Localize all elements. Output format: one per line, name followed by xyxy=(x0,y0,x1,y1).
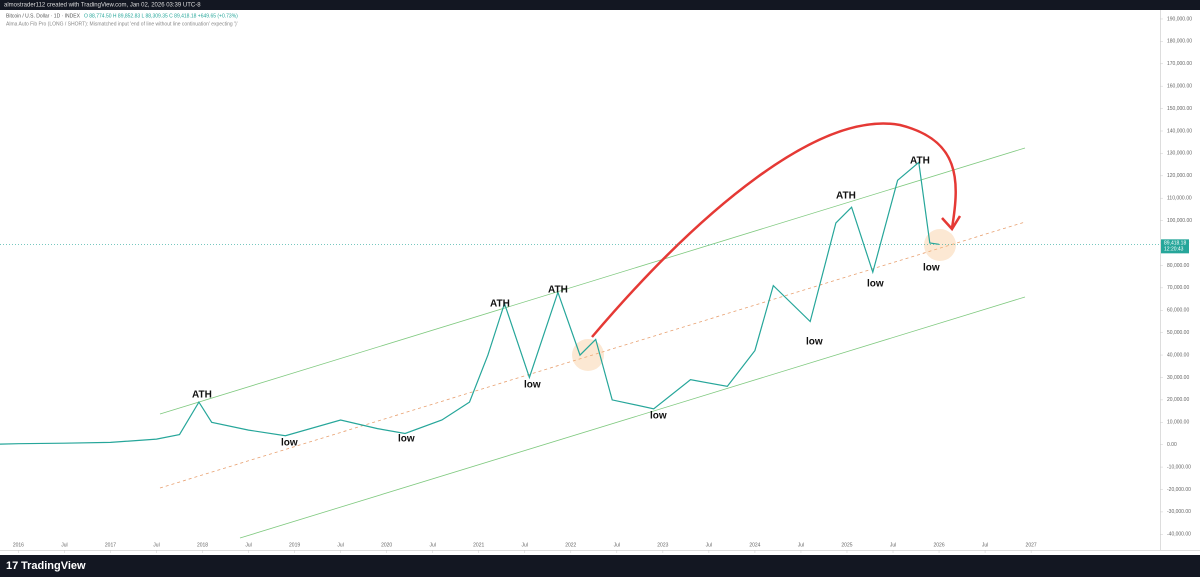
x-tick-label: Jul xyxy=(614,542,620,548)
y-tick-label: 150,000.00 xyxy=(1167,106,1192,112)
x-tick-label: Jul xyxy=(429,542,435,548)
symbol: Bitcoin / U.S. Dollar · 1D · INDEX xyxy=(6,13,81,19)
channel-upper xyxy=(159,147,1026,415)
channel-lower xyxy=(239,296,1026,539)
channel-mid xyxy=(159,221,1026,489)
axis-border xyxy=(0,550,1200,551)
highlight xyxy=(572,339,604,371)
y-tick-label: 10,000.00 xyxy=(1167,420,1189,426)
y-tick-label: 50,000.00 xyxy=(1167,330,1189,336)
annotation: ATH xyxy=(490,299,510,310)
price-box xyxy=(1161,239,1189,254)
logo: 17 xyxy=(6,560,18,572)
annotation: ATH xyxy=(192,390,212,401)
x-tick-label: Jul xyxy=(522,542,528,548)
y-tick-label: -20,000.00 xyxy=(1167,487,1191,493)
y-tick-label: 160,000.00 xyxy=(1167,84,1192,90)
y-tick-label: -30,000.00 xyxy=(1167,509,1191,515)
highlight xyxy=(924,229,956,261)
annotation: low xyxy=(923,263,940,274)
x-tick-label: Jul xyxy=(798,542,804,548)
countdown: 12:20:43 xyxy=(1164,247,1184,253)
y-tick-label: 20,000.00 xyxy=(1167,397,1189,403)
y-tick-label: 0.00 xyxy=(1167,442,1177,448)
y-tick-label: 70,000.00 xyxy=(1167,285,1189,291)
price-label: 89,418.18 xyxy=(1164,241,1186,247)
footer xyxy=(0,555,1200,577)
annotation: ATH xyxy=(836,191,856,202)
x-tick-label: Jul xyxy=(153,542,159,548)
y-tick-label: 140,000.00 xyxy=(1167,128,1192,134)
x-tick-label: 2017 xyxy=(105,542,116,548)
y-tick-label: 30,000.00 xyxy=(1167,375,1189,381)
y-tick-label: 60,000.00 xyxy=(1167,308,1189,314)
x-tick-label: 2021 xyxy=(473,542,484,548)
x-tick-label: 2023 xyxy=(657,542,668,548)
axis-border xyxy=(1160,10,1161,550)
x-tick-label: 2026 xyxy=(933,542,944,548)
y-tick-label: 80,000.00 xyxy=(1167,263,1189,269)
brand: TradingView xyxy=(21,560,86,572)
x-tick-label: Jul xyxy=(706,542,712,548)
x-tick-label: 2016 xyxy=(13,542,24,548)
ohlc: O 88,774.50 H 89,852.83 L 88,309.35 C 89… xyxy=(84,13,238,19)
x-tick-label: Jul xyxy=(337,542,343,548)
y-tick-label: 120,000.00 xyxy=(1167,173,1192,179)
x-tick-label: 2019 xyxy=(289,542,300,548)
price-line xyxy=(0,161,940,445)
x-tick-label: Jul xyxy=(982,542,988,548)
y-tick-label: 110,000.00 xyxy=(1167,196,1192,202)
annotation: low xyxy=(398,434,415,445)
x-tick-label: 2025 xyxy=(841,542,852,548)
x-tick-label: Jul xyxy=(61,542,67,548)
annotation: ATH xyxy=(548,285,568,296)
y-tick-label: -10,000.00 xyxy=(1167,464,1191,470)
arrow-head xyxy=(941,215,962,232)
top-bar xyxy=(0,0,1200,10)
x-tick-label: 2027 xyxy=(1026,542,1037,548)
x-tick-label: 2022 xyxy=(565,542,576,548)
annotation: ATH xyxy=(910,156,930,167)
x-tick-label: 2018 xyxy=(197,542,208,548)
y-tick-label: 130,000.00 xyxy=(1167,151,1192,157)
y-tick-label: 40,000.00 xyxy=(1167,352,1189,358)
y-tick-label: 100,000.00 xyxy=(1167,218,1192,224)
annotation: low xyxy=(806,337,823,348)
indicator: Alma Auto Fib Pro (LONG / SHORT): Mismat… xyxy=(6,21,238,27)
x-tick-label: Jul xyxy=(890,542,896,548)
x-tick-label: 2020 xyxy=(381,542,392,548)
y-tick-label: 170,000.00 xyxy=(1167,61,1192,67)
annotation: low xyxy=(867,279,884,290)
annotation: low xyxy=(281,438,298,449)
x-tick-label: Jul xyxy=(245,542,251,548)
arrow xyxy=(591,122,957,338)
title: almostrader112 created with TradingView.… xyxy=(4,3,201,9)
y-tick-label: 180,000.00 xyxy=(1167,39,1192,45)
annotation: low xyxy=(650,411,667,422)
y-tick-label: 190,000.00 xyxy=(1167,16,1192,22)
y-tick-label: -40,000.00 xyxy=(1167,532,1191,538)
annotation: low xyxy=(524,380,541,391)
x-tick-label: 2024 xyxy=(749,542,760,548)
